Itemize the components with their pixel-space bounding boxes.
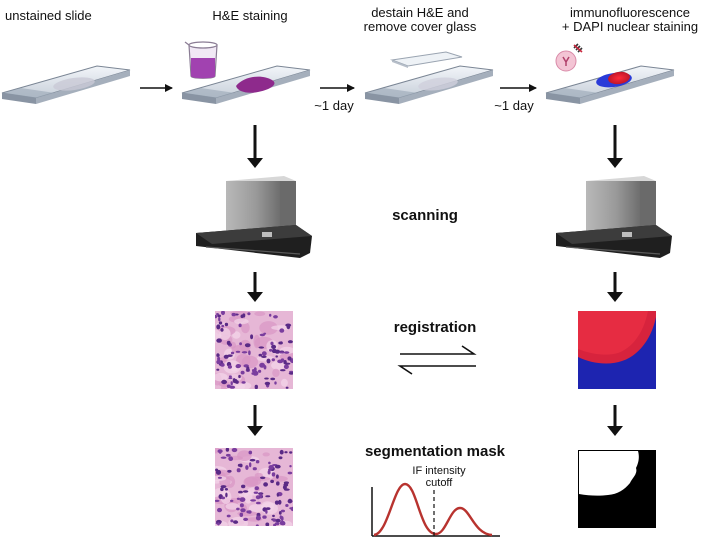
- he-image-segmentation: [215, 448, 293, 526]
- label-if-line2: + DAPI nuclear staining: [561, 19, 699, 34]
- vertical-arrows: [247, 125, 623, 436]
- label-cutoff-line2: cutoff: [425, 477, 453, 489]
- cover-glass: [390, 51, 463, 68]
- label-cutoff-line1: IF intensity: [412, 465, 466, 477]
- label-delay-2: ~1 day: [494, 98, 534, 113]
- label-destain-line2: remove cover glass: [363, 19, 477, 34]
- scanner-icon: [556, 176, 672, 258]
- label-segmentation-mask: segmentation mask: [364, 443, 506, 460]
- slide-immunofluorescence: [545, 65, 675, 104]
- slide-unstained: [1, 65, 131, 104]
- label-unstained-slide: unstained slide: [5, 8, 92, 23]
- scanner-icon: [196, 176, 312, 258]
- if-image: [578, 311, 656, 389]
- label-destain-line1: destain H&E and: [371, 5, 469, 20]
- label-delay-1: ~1 day: [314, 98, 354, 113]
- segmentation-mask-image: [578, 450, 656, 528]
- he-image-registration: [215, 311, 293, 389]
- beaker-icon: [184, 41, 218, 79]
- label-he-staining: H&E staining: [212, 8, 288, 23]
- antibody-icon: [555, 43, 583, 72]
- label-scanning: scanning: [392, 207, 458, 224]
- label-registration: registration: [393, 319, 477, 336]
- slide-destained: [364, 65, 494, 104]
- slide-he-stained: [181, 65, 311, 104]
- registration-arrows: [397, 345, 477, 375]
- label-if-line1: immunofluorescence: [570, 5, 690, 20]
- intensity-histogram: [371, 482, 500, 537]
